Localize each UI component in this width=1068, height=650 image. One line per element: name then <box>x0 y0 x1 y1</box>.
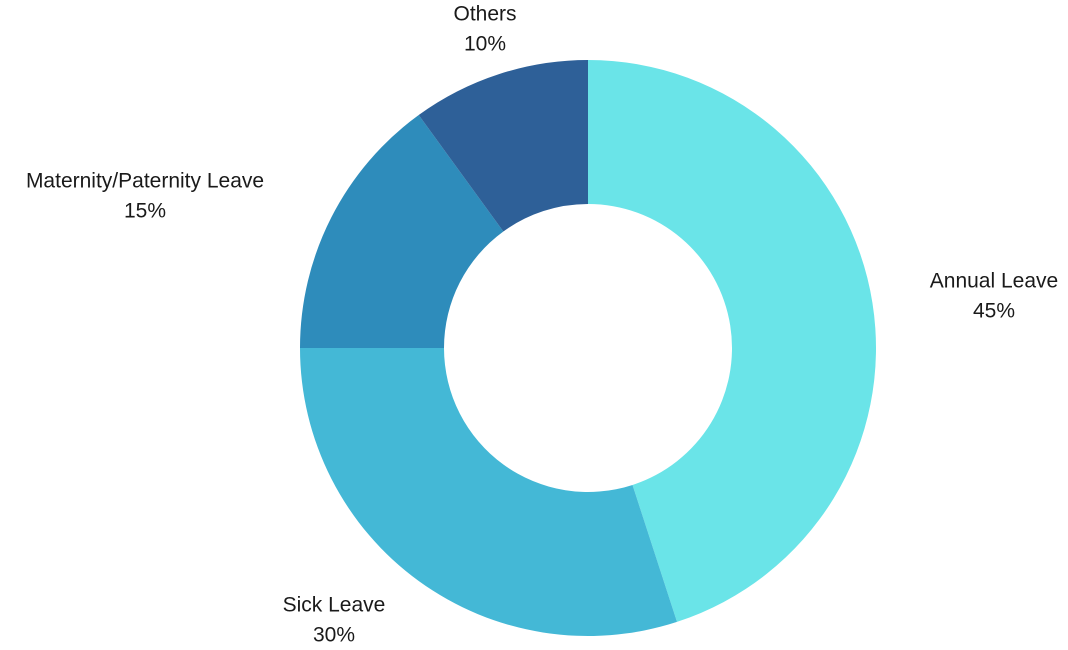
donut-labels: Annual Leave 45% Sick Leave 30% Maternity/Pa… <box>26 3 1058 647</box>
slice-label-annual-leave: Annual Leave <box>930 270 1058 293</box>
slice-annual-leave <box>588 60 876 622</box>
slice-value-annual-leave: 45% <box>973 300 1015 323</box>
donut-slices <box>300 60 876 637</box>
slice-label-others: Others <box>453 3 516 26</box>
slice-value-others: 10% <box>464 33 506 56</box>
slice-value-sick-leave: 30% <box>313 624 355 647</box>
slice-value-maternity-paternity-leave: 15% <box>124 200 166 223</box>
slice-maternity-paternity-leave <box>300 115 504 348</box>
slice-others <box>418 60 588 232</box>
slice-label-sick-leave: Sick Leave <box>283 594 386 617</box>
slice-sick-leave <box>300 348 677 637</box>
slice-label-maternity-paternity-leave: Maternity/Paternity Leave <box>26 170 264 193</box>
